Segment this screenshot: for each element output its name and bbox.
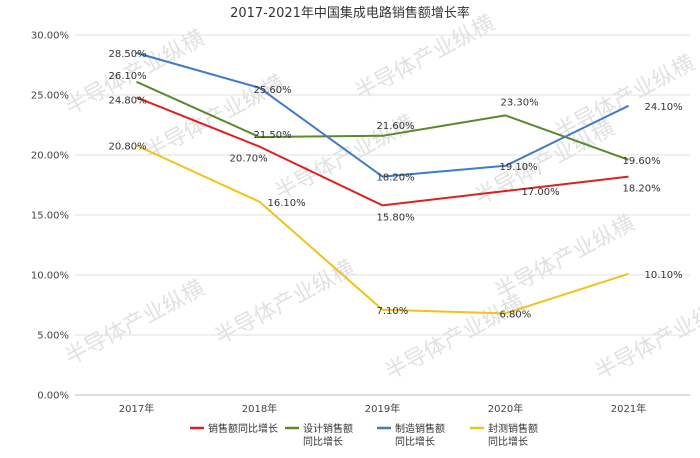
series-layer [136, 52, 629, 315]
chart-title: 2017-2021年中国集成电路销售额增长率 [230, 5, 470, 21]
legend-label: 同比增长 [395, 435, 435, 448]
legend-label: 同比增长 [303, 435, 343, 448]
data-label: 18.20% [623, 184, 661, 195]
x-tick-label: 2020年 [488, 402, 523, 415]
legend-label: 销售额同比增长 [208, 422, 278, 435]
data-label: 18.20% [377, 173, 415, 184]
data-label: 16.10% [268, 198, 306, 209]
watermark-text: 半导体产业纵横 [351, 11, 499, 105]
data-label: 15.80% [377, 212, 415, 223]
y-tick-label: 30.00% [31, 31, 69, 42]
legend-label: 同比增长 [488, 435, 528, 448]
data-label: 24.10% [645, 102, 683, 113]
y-tick-label: 0.00% [37, 391, 69, 402]
data-label: 24.80% [109, 95, 147, 106]
data-label: 19.10% [500, 162, 538, 173]
legend-label: 制造销售额 [395, 422, 445, 435]
y-tick-label: 25.00% [31, 91, 69, 102]
data-label: 20.80% [109, 141, 147, 152]
data-label: 17.00% [522, 187, 560, 198]
data-label: 7.10% [377, 306, 409, 317]
data-label: 6.80% [500, 309, 532, 320]
data-label: 28.50% [109, 49, 147, 60]
data-label: 10.10% [645, 270, 683, 281]
watermark-text: 半导体产业纵横 [591, 291, 700, 385]
y-tick-label: 10.00% [31, 271, 69, 282]
x-tick-label: 2021年 [611, 402, 646, 415]
data-label: 20.70% [230, 154, 268, 165]
grid-layer [75, 34, 690, 396]
series-line-3 [136, 52, 629, 178]
axis-layer: 0.00% 5.00% 10.00% 15.00% 20.00% 25.00% 30.00%… [31, 31, 646, 416]
legend-item-1: 销售额同比增长 [190, 422, 278, 435]
x-tick-label: 2018年 [242, 402, 277, 415]
data-label: 26.10% [109, 71, 147, 82]
data-label: 23.30% [501, 97, 539, 108]
legend-label: 封测销售额 [488, 422, 538, 435]
y-tick-label: 20.00% [31, 151, 69, 162]
series-line-4 [136, 144, 629, 315]
data-label: 21.50% [254, 130, 292, 141]
x-tick-label: 2017年 [119, 402, 154, 415]
data-label-layer: 24.80% 20.70% 15.80% 17.00% 18.20% 26.10% 21.5… [109, 49, 683, 320]
data-label: 25.60% [254, 85, 292, 96]
watermark-text: 半导体产业纵横 [491, 211, 639, 305]
series-line-1 [136, 96, 629, 207]
y-tick-label: 15.00% [31, 211, 69, 222]
watermark-layer: 半导体产业纵横半导体产业纵横半导体产业纵横半导体产业纵横半导体产业纵横半导体产业… [61, 11, 700, 385]
watermark-text: 半导体产业纵横 [551, 51, 699, 145]
data-label: 19.60% [623, 156, 661, 167]
data-label: 21.60% [377, 121, 415, 132]
legend-label: 设计销售额 [303, 422, 353, 435]
series-line-2 [136, 80, 629, 161]
y-tick-label: 5.00% [37, 331, 69, 342]
x-tick-label: 2019年 [365, 402, 400, 415]
watermark-text: 半导体产业纵横 [61, 276, 209, 370]
